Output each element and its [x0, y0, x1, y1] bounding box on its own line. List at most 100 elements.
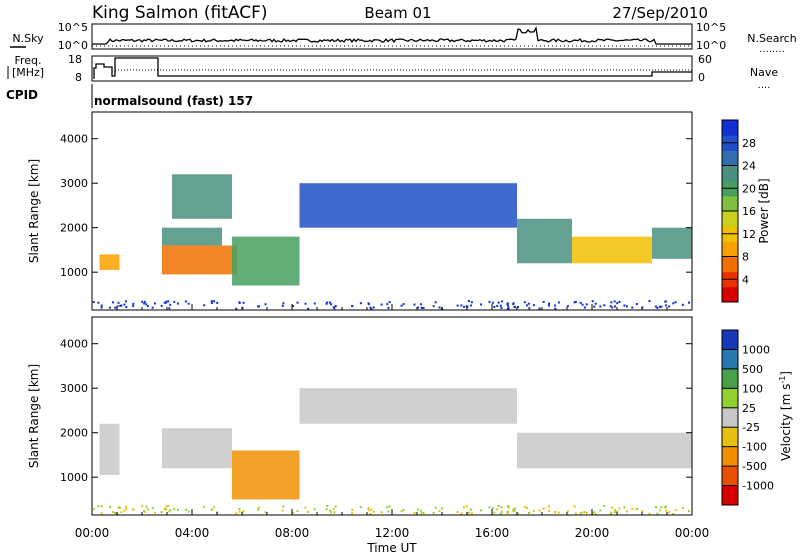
power-ground-speck [566, 305, 569, 308]
velocity-ground-speck [168, 510, 171, 513]
power-ground-speck [656, 306, 659, 309]
velocity-cbar-swatch [722, 485, 738, 506]
power-ground-speck [438, 306, 441, 309]
velocity-region [232, 450, 300, 500]
nsearch-tick-top: 10^5 [696, 21, 726, 34]
velocity-ground-speck [548, 509, 551, 512]
velocity-cbar-label: 25 [742, 402, 756, 415]
velocity-ground-speck [527, 511, 530, 514]
velocity-ground-speck [187, 510, 190, 513]
velocity-ground-speck [665, 509, 668, 512]
power-cbar-swatch [722, 165, 738, 182]
velocity-cbar-frame [721, 329, 739, 506]
power-cbar-swatch [722, 211, 738, 227]
velocity-ground-speck [125, 507, 128, 510]
power-ground-speck [334, 305, 337, 308]
power-ground-speck [660, 305, 663, 308]
power-ground-speck [517, 305, 520, 308]
velocity-ground-speck [235, 512, 238, 515]
nave-tick-top: 60 [698, 53, 712, 66]
velocity-ground-speck [491, 507, 494, 510]
velocity-ground-speck [523, 506, 526, 509]
velocity-ground-speck [146, 508, 149, 511]
freq-label-2: [MHz] [12, 66, 44, 79]
velocity-ground-speck [664, 506, 667, 509]
power-ground-speck [387, 306, 390, 309]
power-ground-speck [654, 305, 657, 308]
velocity-ground-speck [501, 510, 504, 513]
power-cbar-swatch [722, 286, 738, 303]
velocity-ground-speck [547, 505, 550, 508]
power-cbar-label: 8 [742, 251, 749, 264]
velocity-ground-speck [512, 508, 515, 511]
velocity-ground-speck [497, 505, 500, 508]
freq-trace [93, 57, 692, 79]
power-ground-speck [160, 304, 163, 307]
power-ground-speck [579, 301, 582, 304]
velocity-ground-speck [618, 507, 621, 510]
power-ground-speck [523, 301, 526, 304]
velocity-ground-speck [264, 511, 267, 514]
velocity-ground-speck [432, 512, 435, 515]
velocity-ground-speck [585, 511, 588, 514]
velocity-cbar-swatch [722, 446, 738, 467]
velocity-ground-speck [611, 506, 614, 509]
velocity-ground-speck [599, 509, 602, 512]
power-ground-speck [417, 306, 420, 309]
power-ground-speck [538, 307, 541, 310]
time-tick-label: 00:00 [75, 526, 110, 540]
velocity-ground-speck [417, 508, 420, 511]
power-region [172, 174, 232, 219]
velocity-ground-speck [591, 512, 594, 515]
velocity-colorbar: 1000 500 100 25 -25 -100 -500 -1000 [721, 329, 774, 506]
velocity-ground-speck [400, 510, 403, 513]
velocity-cbar-label: -1000 [742, 480, 774, 493]
power-ground-speck [665, 304, 668, 307]
power-ground-speck [664, 300, 667, 303]
velocity-ground-speck [641, 510, 644, 513]
power-ground-speck [116, 305, 119, 308]
power-ground-speck [593, 305, 596, 308]
power-ground-speck [581, 303, 584, 306]
velocity-ground-speck [92, 508, 95, 511]
power-ground-speck [329, 301, 332, 304]
power-ground-speck [532, 304, 535, 307]
velocity-ground-speck [151, 507, 154, 510]
time-axis-label: Time UT [366, 541, 417, 554]
power-ground-speck [681, 303, 684, 306]
velocity-ground-speck [367, 509, 370, 512]
power-ground-speck [631, 306, 634, 309]
nsky-tick-top: 10^5 [58, 21, 88, 34]
velocity-ground-speck [674, 509, 677, 512]
power-ground-speck [380, 303, 383, 306]
nave-tick-bottom: 0 [698, 71, 705, 84]
power-ground-speck [623, 304, 626, 307]
power-ground-speck [281, 304, 284, 307]
power-ground-speck [132, 302, 135, 305]
velocity-ground-speck [579, 512, 582, 515]
power-cbar-label: 28 [742, 137, 756, 150]
power-ground-speck [672, 302, 675, 305]
power-ground-speck [97, 301, 100, 304]
power-ground-speck [372, 306, 375, 309]
velocity-ground-speck [351, 509, 354, 512]
power-ground-speck [143, 300, 146, 303]
power-ground-speck [153, 302, 156, 305]
velocity-ylabel: Slant Range [km] [27, 364, 41, 468]
velocity-cbar-swatch [722, 330, 738, 350]
power-ground-speck [463, 305, 466, 308]
velocity-ground-speck [413, 511, 416, 514]
power-ground-speck [491, 301, 494, 304]
velocity-ground-speck [117, 506, 120, 509]
power-ground-speck [513, 306, 516, 309]
power-ground-speck [611, 306, 614, 309]
power-ground-speck [496, 304, 499, 307]
velocity-ground-speck [330, 511, 333, 514]
power-ground-speck [165, 300, 168, 303]
velocity-region [299, 388, 517, 424]
power-ground-speck [132, 305, 135, 308]
velocity-ground-speck [313, 508, 316, 511]
velocity-ground-speck [583, 511, 586, 514]
power-ground-speck [420, 303, 423, 306]
